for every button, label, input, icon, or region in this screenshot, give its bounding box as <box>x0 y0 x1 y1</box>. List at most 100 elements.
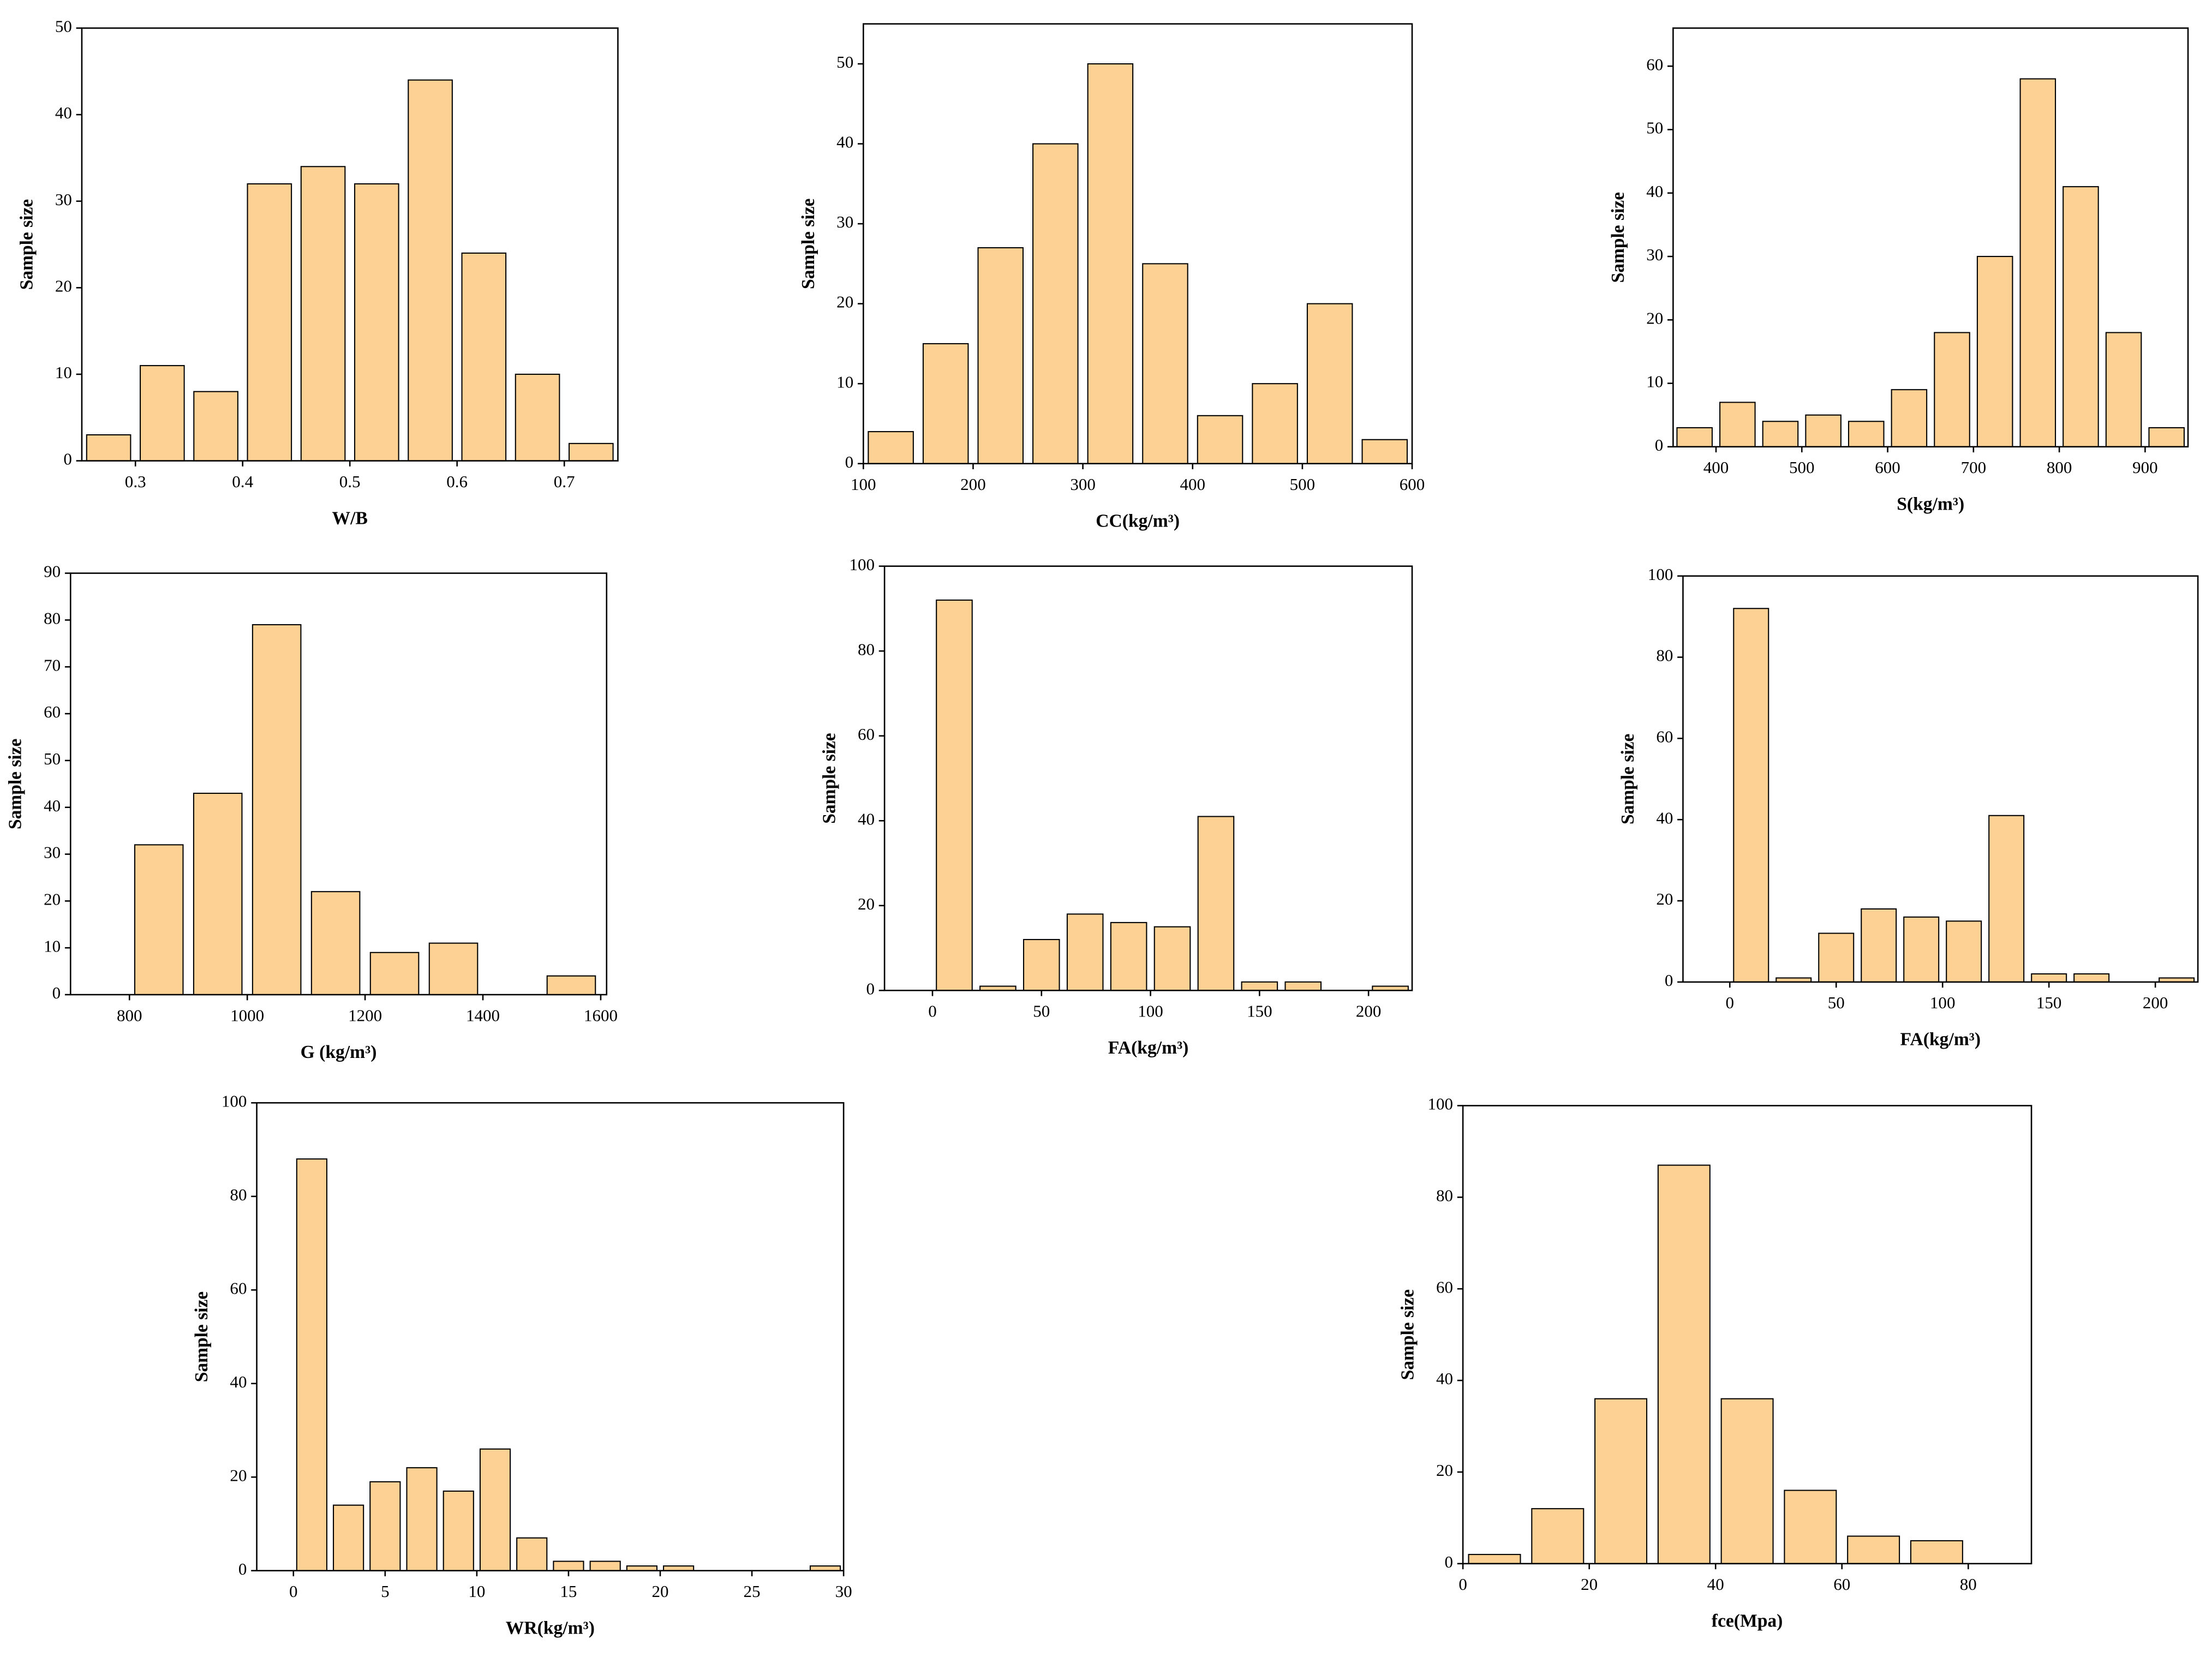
x-tick-label: 50 <box>1033 1002 1050 1021</box>
x-axis-label: FA(kg/m³) <box>1108 1038 1189 1058</box>
y-tick-label: 60 <box>858 725 875 744</box>
x-axis-label: W/B <box>332 508 368 528</box>
bar <box>1066 913 1104 991</box>
bar <box>1361 439 1408 464</box>
bar <box>300 166 346 462</box>
x-tick-label: 600 <box>1875 458 1900 477</box>
x-tick-label: 100 <box>1930 993 1956 1012</box>
bar <box>369 952 420 996</box>
chart-panel: 0 20 40 60 80 100 0 50 100 150 200 FA(kg/m³) Sample … <box>819 555 1413 1058</box>
bar <box>922 343 969 464</box>
bar <box>1531 1508 1585 1564</box>
bar <box>428 942 479 996</box>
x-tick-label: 0.6 <box>446 472 468 491</box>
bar <box>134 844 184 996</box>
x-tick-label: 100 <box>851 475 876 494</box>
bar <box>247 183 292 462</box>
y-tick-label: 40 <box>858 809 875 828</box>
x-tick-label: 20 <box>651 1582 668 1601</box>
x-tick-label: 80 <box>1960 1575 1977 1594</box>
y-tick-label: 80 <box>44 609 61 628</box>
y-tick-label: 40 <box>1436 1369 1453 1388</box>
y-tick-label: 20 <box>836 292 853 312</box>
x-tick-label: 50 <box>1828 993 1845 1012</box>
bar <box>1468 1554 1521 1564</box>
y-tick-label: 60 <box>230 1278 247 1297</box>
y-tick-label: 10 <box>836 372 853 391</box>
y-tick-label: 0 <box>52 983 61 1002</box>
plot-frame <box>863 23 1413 465</box>
bar <box>515 373 560 462</box>
bar <box>1847 1535 1900 1564</box>
bar <box>1891 389 1928 447</box>
x-tick-label: 700 <box>1961 458 1987 477</box>
bar <box>369 1481 401 1571</box>
y-tick-label: 100 <box>1648 565 1673 584</box>
bar <box>479 1448 511 1571</box>
chart-panel: 0 10 20 30 40 50 0.3 0.4 0.5 0.6 0.7 W/B Sample size <box>16 17 619 528</box>
y-tick-label: 60 <box>1436 1277 1453 1296</box>
bar <box>568 442 614 462</box>
bar <box>2148 427 2185 447</box>
x-tick-label: 500 <box>1789 458 1815 477</box>
bar <box>406 1467 438 1571</box>
bar <box>1976 256 2013 447</box>
x-tick-label: 300 <box>1070 475 1096 494</box>
y-tick-label: 100 <box>849 555 875 574</box>
y-tick-label: 30 <box>836 212 853 231</box>
x-tick-label: 5 <box>381 1582 390 1601</box>
bar <box>1241 981 1278 991</box>
bar <box>936 599 973 991</box>
y-tick-label: 60 <box>44 702 61 721</box>
y-tick-label: 10 <box>44 936 61 955</box>
chart-panel: 0 20 40 60 80 100 0 50 100 150 200 FA(kg/m³) Sample … <box>1618 565 2199 1050</box>
plot-frame <box>69 572 608 996</box>
y-tick-label: 80 <box>1436 1186 1453 1205</box>
x-tick-label: 500 <box>1290 475 1316 494</box>
bar <box>1910 1540 1963 1564</box>
x-tick-label: 0 <box>1458 1575 1467 1594</box>
plot-frame <box>256 1102 845 1572</box>
bar <box>443 1490 474 1571</box>
y-tick-label: 20 <box>1656 889 1673 908</box>
bar <box>546 975 596 996</box>
x-tick-label: 1400 <box>466 1006 500 1025</box>
bar <box>1805 414 1842 447</box>
y-tick-label: 0 <box>866 979 875 998</box>
x-tick-label: 1200 <box>348 1006 382 1025</box>
x-tick-label: 800 <box>117 1006 142 1025</box>
y-axis-label: Sample size <box>819 733 839 823</box>
y-tick-label: 70 <box>44 655 61 674</box>
y-tick-label: 80 <box>230 1185 247 1204</box>
bar <box>1252 383 1298 464</box>
bar <box>1284 981 1322 991</box>
bar <box>1197 415 1243 464</box>
bar <box>193 792 243 996</box>
bar <box>1197 816 1235 991</box>
chart-panel: 0 10 20 30 40 50 60 400 500 600 700 800 900 S(kg/m³) S… <box>1608 27 2189 515</box>
y-tick-label: 40 <box>55 103 72 122</box>
x-tick-label: 0.5 <box>339 472 361 491</box>
bar <box>252 624 302 996</box>
plot-frame <box>1462 1105 2032 1565</box>
y-tick-label: 40 <box>230 1372 247 1391</box>
y-tick-label: 30 <box>1646 245 1663 264</box>
y-tick-label: 20 <box>1436 1461 1453 1480</box>
bar <box>296 1158 327 1571</box>
x-tick-label: 25 <box>744 1582 761 1601</box>
x-tick-label: 800 <box>2047 458 2072 477</box>
y-tick-label: 0 <box>1445 1552 1454 1571</box>
x-axis-label: S(kg/m³) <box>1897 494 1964 515</box>
bar <box>1733 608 1769 983</box>
chart-panel: 0 10 20 30 40 50 60 70 80 90 800 1000 1200 1400 1600 G … <box>5 562 618 1062</box>
bar <box>1153 926 1191 991</box>
y-axis-label: Sample size <box>1618 733 1638 824</box>
chart-panel: 0 20 40 60 80 100 0 20 40 60 80 fce(Mpa) Sample size <box>1398 1094 2032 1631</box>
bar <box>333 1504 364 1571</box>
bar <box>2105 332 2142 447</box>
y-tick-label: 20 <box>230 1465 247 1485</box>
y-tick-label: 10 <box>55 363 72 382</box>
bar <box>1861 908 1897 983</box>
bar <box>2062 186 2099 447</box>
